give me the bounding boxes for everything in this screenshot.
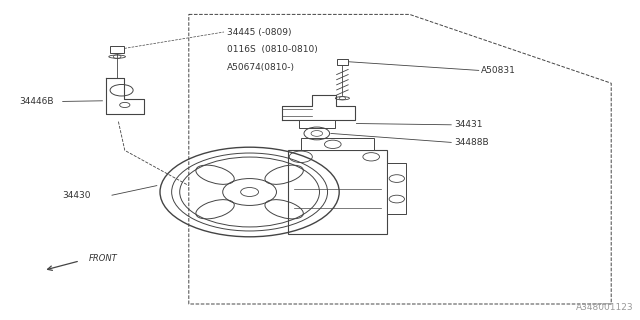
Text: A348001123: A348001123 (576, 303, 634, 312)
Text: 34430: 34430 (63, 191, 92, 200)
Bar (288, 150, 387, 234)
Bar (299, 120, 335, 128)
Bar (110, 46, 124, 53)
Text: 34446B: 34446B (19, 97, 54, 106)
Bar (337, 59, 348, 65)
Text: 34488B: 34488B (454, 138, 489, 147)
Text: 34431: 34431 (454, 120, 483, 129)
Bar (387, 163, 406, 214)
Text: A50674(0810-): A50674(0810-) (227, 63, 295, 72)
Text: FRONT: FRONT (88, 254, 117, 263)
Text: 34445 (-0809): 34445 (-0809) (227, 28, 292, 36)
Bar (301, 138, 374, 150)
Text: A50831: A50831 (481, 66, 516, 75)
Text: 0116S  (0810-0810): 0116S (0810-0810) (227, 45, 318, 54)
